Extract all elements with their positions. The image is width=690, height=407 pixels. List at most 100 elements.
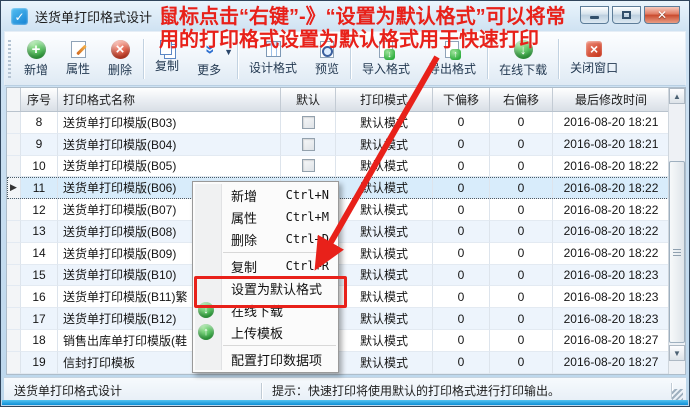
- resize-grip-icon[interactable]: [672, 389, 683, 400]
- vertical-scrollbar[interactable]: ▲ ▼: [668, 88, 685, 374]
- header-offset-down[interactable]: 下偏移: [433, 88, 490, 111]
- row-offset-down: 0: [433, 177, 490, 200]
- toolbar-button-more[interactable]: 更多: [188, 37, 230, 81]
- row-mode: 默认模式: [336, 199, 433, 221]
- table-row[interactable]: 8 送货单打印模版(B03) 默认模式 0 0 2016-08-20 18:21: [7, 112, 669, 134]
- row-offset-right: 0: [490, 133, 553, 156]
- row-seq: 16: [21, 286, 58, 309]
- row-marker: [7, 264, 21, 287]
- row-mode: 默认模式: [336, 329, 433, 352]
- row-mode: 默认模式: [336, 177, 433, 200]
- row-mode: 默认模式: [336, 133, 433, 156]
- annotation-text-line1: 鼠标点击“右键”-》“设置为默认格式”可以将常: [159, 6, 566, 28]
- row-seq: 12: [21, 199, 58, 221]
- row-offset-right: 0: [490, 264, 553, 287]
- row-offset-down: 0: [433, 351, 490, 374]
- menu-item-properties[interactable]: 属性 Ctrl+M: [193, 206, 338, 228]
- default-checkbox[interactable]: [301, 137, 315, 151]
- edit-page-icon: [70, 40, 86, 58]
- scrollbar-down-button[interactable]: ▼: [669, 345, 685, 361]
- table-row[interactable]: 9 送货单打印模版(B04) 默认模式 0 0 2016-08-20 18:21: [7, 133, 669, 156]
- toolbar-button-design-format[interactable]: 设计格式: [240, 38, 306, 79]
- x-box-icon: [586, 41, 603, 57]
- menu-item-copy[interactable]: 复制 Ctrl+R: [193, 255, 338, 277]
- menu-item-label: 删除: [231, 232, 258, 248]
- row-marker: [7, 351, 21, 374]
- row-modified: 2016-08-20 18:21: [553, 134, 669, 156]
- menu-separator: [223, 345, 336, 346]
- row-seq: 13: [21, 220, 58, 243]
- header-name[interactable]: 打印格式名称: [58, 88, 281, 111]
- minimize-button[interactable]: [580, 5, 609, 24]
- row-seq: 10: [21, 155, 58, 178]
- menu-item-delete[interactable]: 删除 Ctrl+D: [193, 228, 338, 250]
- menu-item-new[interactable]: 新增 Ctrl+N: [193, 184, 338, 206]
- header-offset-right[interactable]: 右偏移: [490, 88, 553, 111]
- toolbar-button-copy[interactable]: 复制: [146, 40, 188, 77]
- default-checkbox[interactable]: [301, 159, 315, 173]
- app-logo-icon: [11, 8, 28, 25]
- minimize-icon: [590, 15, 599, 19]
- row-offset-right: 0: [490, 177, 553, 200]
- toolbar-button-label: 更多: [197, 62, 222, 77]
- row-default-cell: [281, 155, 336, 178]
- annotation-highlight-box: [194, 276, 347, 308]
- header-marker: [7, 88, 21, 111]
- page-export-icon: [445, 40, 462, 60]
- row-mode: 默认模式: [336, 308, 433, 330]
- header-modified[interactable]: 最后修改时间: [574, 93, 647, 107]
- row-mode: 默认模式: [336, 242, 433, 265]
- titlebar: 送货单打印格式设计 ✕: [2, 2, 688, 31]
- scrollbar-up-button[interactable]: ▲: [669, 88, 685, 104]
- row-offset-right: 0: [490, 329, 553, 352]
- menu-item-set-default-format[interactable]: 设置为默认格式: [193, 277, 338, 299]
- row-name: 送货单打印模版(B04): [58, 133, 281, 156]
- row-modified: 2016-08-20 18:23: [553, 286, 669, 309]
- menu-item-label: 配置打印数据项: [231, 352, 323, 368]
- menu-item-upload-template[interactable]: ↑ 上传模板: [193, 321, 338, 343]
- design-icon: [265, 41, 281, 57]
- header-seq[interactable]: 序号: [21, 88, 58, 111]
- row-offset-right: 0: [490, 220, 553, 243]
- table-row[interactable]: 10 送货单打印模版(B05) 默认模式 0 0 2016-08-20 18:22: [7, 155, 669, 178]
- toolbar-button-online-download[interactable]: 在线下载: [490, 37, 556, 81]
- annotation-text-line2: 用的打印格式设置为默认格式用于快速打印: [159, 29, 539, 51]
- row-offset-down: 0: [433, 199, 490, 221]
- row-offset-right: 0: [490, 199, 553, 221]
- toolbar-button-add[interactable]: 新增: [15, 37, 57, 81]
- row-default-cell: [281, 133, 336, 156]
- chevron-down-icon[interactable]: ▼: [224, 46, 233, 57]
- plus-sphere-icon: [26, 39, 46, 59]
- row-marker: [7, 242, 21, 265]
- toolbar-button-label: 预览: [315, 61, 340, 76]
- row-marker: [7, 308, 21, 330]
- row-marker: [7, 220, 21, 243]
- row-modified: 2016-08-20 18:23: [553, 265, 669, 287]
- table-header: 序号 打印格式名称 默认 打印模式 下偏移 右偏移 最后修改时间: [7, 88, 669, 112]
- row-offset-down: 0: [433, 308, 490, 330]
- header-mode[interactable]: 打印模式: [336, 88, 433, 111]
- toolbar-button-label: 设计格式: [249, 61, 298, 75]
- scrollbar-thumb[interactable]: [669, 161, 685, 343]
- window-bottom-edge: [2, 400, 688, 405]
- close-button[interactable]: ✕: [644, 5, 680, 24]
- toolbar-button-label: 属性: [66, 61, 91, 76]
- row-offset-down: 0: [433, 112, 490, 134]
- toolbar-button-label: 导出格式: [428, 61, 477, 76]
- toolbar-button-close-window[interactable]: 关闭窗口: [561, 38, 627, 79]
- toolbar-separator: [143, 38, 145, 79]
- menu-item-label: 复制: [231, 259, 258, 275]
- default-checkbox[interactable]: [301, 115, 315, 129]
- row-mode: 默认模式: [336, 112, 433, 134]
- row-modified: 2016-08-20 18:22: [553, 156, 669, 178]
- header-default[interactable]: 默认: [281, 88, 336, 111]
- toolbar-button-properties[interactable]: 属性: [57, 38, 99, 80]
- maximize-button[interactable]: [612, 5, 641, 24]
- menu-item-configure-print-data[interactable]: 配置打印数据项: [193, 348, 338, 370]
- toolbar-button-export-format[interactable]: 导出格式: [419, 38, 485, 80]
- row-mode: 默认模式: [336, 286, 433, 309]
- toolbar-button-delete[interactable]: 删除: [99, 37, 141, 81]
- menu-item-label: 上传模板: [231, 325, 284, 341]
- row-seq: 8: [21, 112, 58, 134]
- row-offset-right: 0: [490, 286, 553, 309]
